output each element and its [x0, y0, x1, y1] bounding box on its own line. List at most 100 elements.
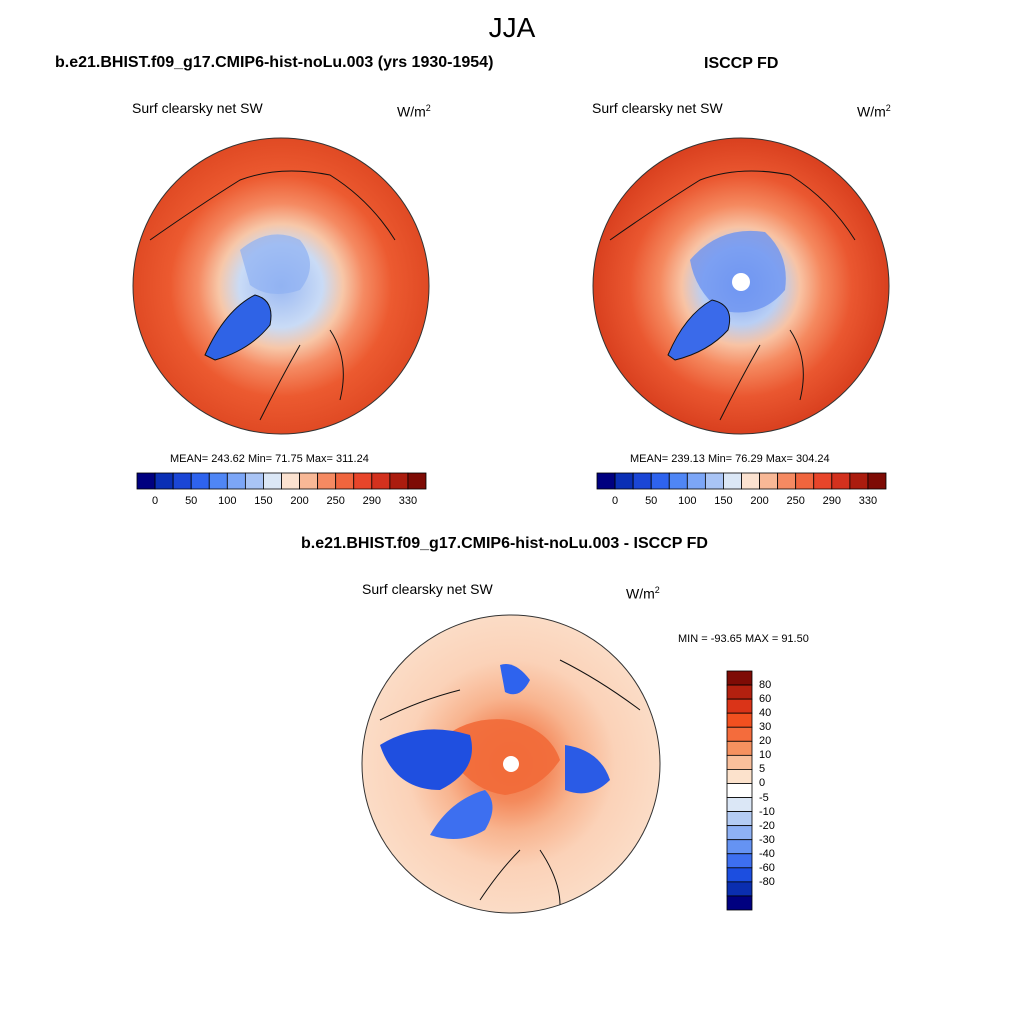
map-diff-pacific-negative — [500, 664, 530, 695]
colorbar-model-swatch — [335, 472, 355, 490]
panel-1-stats: MEAN= 243.62 Min= 71.75 Max= 311.24 — [170, 453, 369, 465]
colorbar-obs-swatch — [650, 472, 670, 490]
map-obs-greenland — [668, 300, 730, 360]
colorbar-model-tick-label: 50 — [185, 495, 198, 507]
colorbar-obs-swatch — [614, 472, 634, 490]
colorbar-diff-swatch — [726, 811, 753, 827]
colorbar-model-swatch — [281, 472, 300, 490]
colorbar-diff-tick-label: -60 — [759, 861, 775, 874]
colorbar-diff-tick-label: 80 — [759, 679, 772, 692]
colorbar-obs-swatch — [686, 472, 706, 490]
colorbar-model-tick-label: 290 — [362, 495, 381, 507]
colorbar-obs-swatch — [596, 472, 616, 490]
panel-2-variable: Surf clearsky net SW — [592, 100, 723, 116]
colorbar-obs-swatch — [704, 472, 724, 490]
colorbar-model-swatch — [190, 472, 210, 490]
colorbar-obs-tick-label: 330 — [858, 495, 878, 507]
map-diff — [361, 614, 661, 914]
colorbar-diff-tick-label: 40 — [759, 707, 772, 720]
colorbar-obs-swatch — [668, 472, 688, 490]
colorbar-model-tick-label: 150 — [254, 495, 273, 507]
panel-3-variable: Surf clearsky net SW — [362, 581, 493, 597]
colorbar-model-tick-label: 330 — [398, 495, 418, 507]
colorbar-diff-swatch — [726, 740, 753, 756]
map-diff-canada-negative — [380, 729, 472, 790]
map-obs — [592, 137, 890, 435]
panel-1-title: b.e21.BHIST.f09_g17.CMIP6-hist-noLu.003 … — [55, 54, 494, 71]
panel-2-title: ISCCP FD — [704, 55, 779, 72]
colorbar-obs-swatch — [777, 472, 797, 490]
map-diff-greenland-negative — [430, 790, 493, 839]
panel-2-stats: MEAN= 239.13 Min= 76.29 Max= 304.24 — [630, 453, 830, 465]
colorbar-diff-swatch — [726, 895, 753, 911]
colorbar-obs-tick-label: 200 — [750, 495, 769, 507]
colorbar-obs-swatch — [867, 472, 887, 490]
colorbar-obs-tick-label: 0 — [612, 495, 619, 507]
colorbar-obs-tick-label: 250 — [786, 495, 805, 507]
colorbar-model-swatch — [317, 472, 337, 490]
colorbar-diff-swatch — [726, 754, 753, 770]
colorbar-model-swatch — [371, 472, 391, 490]
colorbar-model-tick-label: 100 — [218, 495, 237, 507]
colorbar-diff-tick-label: 30 — [759, 721, 772, 734]
colorbar-diff-tick-label: -5 — [759, 791, 769, 804]
colorbar-diff-swatch — [726, 698, 753, 714]
colorbar-model-swatch — [244, 472, 264, 490]
colorbar-diff-swatch — [726, 867, 753, 883]
colorbar-diff-swatch — [726, 825, 753, 841]
colorbar-obs-swatch — [741, 472, 760, 490]
colorbar-obs-swatch — [813, 472, 833, 490]
season-title: JJA — [488, 12, 536, 43]
map-diff-polar-hole — [503, 756, 519, 772]
colorbar-obs-swatch — [849, 472, 869, 490]
colorbar-obs-swatch — [632, 472, 652, 490]
colorbar-model-swatch — [407, 472, 427, 490]
colorbar-diff-tick-label: 60 — [759, 693, 772, 706]
colorbar-obs-swatch — [795, 472, 815, 490]
colorbar-diff-swatch — [726, 726, 753, 742]
colorbar-obs-tick-label: 100 — [678, 495, 697, 507]
colorbar-diff-swatch — [726, 839, 753, 855]
colorbar-model-tick-label: 250 — [326, 495, 345, 507]
colorbar-obs-tick-label: 290 — [822, 495, 841, 507]
colorbar-model-swatch — [389, 472, 409, 490]
colorbar-obs-swatch — [759, 472, 779, 490]
map-model — [132, 137, 430, 435]
colorbar-diff-swatch — [726, 670, 753, 686]
colorbar-model — [136, 472, 427, 490]
colorbar-diff-tick-label: 0 — [759, 777, 766, 790]
colorbar-obs-tick-label: 150 — [714, 495, 733, 507]
colorbar-model-tick-label: 200 — [290, 495, 309, 507]
panel-2-units: W/m2 — [857, 103, 891, 120]
map-obs-coastlines — [609, 170, 856, 421]
map-diff-siberia-negative — [565, 745, 610, 794]
colorbar-model-swatch — [208, 472, 228, 490]
map-obs-arctic-low — [690, 230, 786, 313]
colorbar-diff-swatch — [726, 881, 753, 897]
colorbar-diff-swatch — [726, 769, 753, 784]
colorbar-model-swatch — [353, 472, 373, 490]
colorbar-diff-tick-label: -10 — [759, 805, 775, 818]
colorbar-diff-tick-label: 5 — [759, 763, 766, 776]
panel-3-title: b.e21.BHIST.f09_g17.CMIP6-hist-noLu.003 … — [301, 535, 708, 552]
colorbar-model-swatch — [172, 472, 192, 490]
colorbar-model-swatch — [299, 472, 319, 490]
colorbar-obs — [596, 472, 887, 490]
colorbar-diff-tick-label: -80 — [759, 875, 775, 888]
colorbar-diff-tick-label: -40 — [759, 847, 775, 860]
colorbar-obs-swatch — [831, 472, 851, 490]
colorbar-diff-tick-label: 10 — [759, 749, 772, 762]
colorbar-diff-tick-label: -20 — [759, 819, 775, 832]
colorbar-diff-swatch — [726, 712, 753, 728]
map-diff-coastlines — [379, 659, 641, 906]
colorbar-diff — [726, 670, 753, 911]
panel-3-units: W/m2 — [626, 585, 660, 602]
map-model-coastlines — [149, 170, 396, 421]
colorbar-model-tick-label: 0 — [152, 495, 159, 507]
colorbar-model-swatch — [154, 472, 174, 490]
colorbar-diff-tick-label: 20 — [759, 735, 772, 748]
colorbar-diff-swatch — [726, 684, 753, 700]
map-model-greenland — [205, 295, 271, 360]
colorbar-model-swatch — [263, 472, 282, 490]
